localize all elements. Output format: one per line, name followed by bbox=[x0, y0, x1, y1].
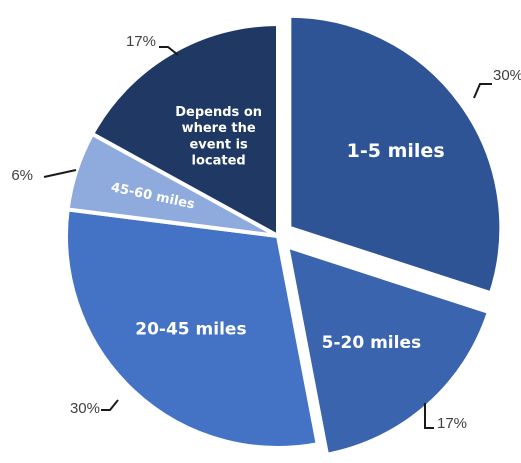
slice-label: Depends on where the event is located bbox=[175, 105, 262, 169]
pie-slice bbox=[287, 13, 504, 296]
percent-label: 30% bbox=[493, 67, 521, 84]
pie-slice bbox=[64, 207, 321, 450]
slice-label: 20-45 miles bbox=[135, 320, 246, 340]
leader-line bbox=[159, 46, 179, 56]
leader-line bbox=[43, 169, 77, 178]
leader-line bbox=[473, 83, 492, 99]
percent-label: 30% bbox=[70, 400, 100, 417]
percent-label: 17% bbox=[437, 415, 467, 432]
pie-slice bbox=[284, 243, 492, 458]
pie-slice bbox=[89, 21, 280, 240]
leader-line bbox=[424, 403, 434, 429]
slice-label: 5-20 miles bbox=[322, 333, 421, 353]
leader-line bbox=[101, 399, 119, 411]
percent-label: 6% bbox=[11, 167, 33, 184]
slice-label: 1-5 miles bbox=[347, 140, 445, 162]
percent-label: 17% bbox=[126, 33, 156, 50]
